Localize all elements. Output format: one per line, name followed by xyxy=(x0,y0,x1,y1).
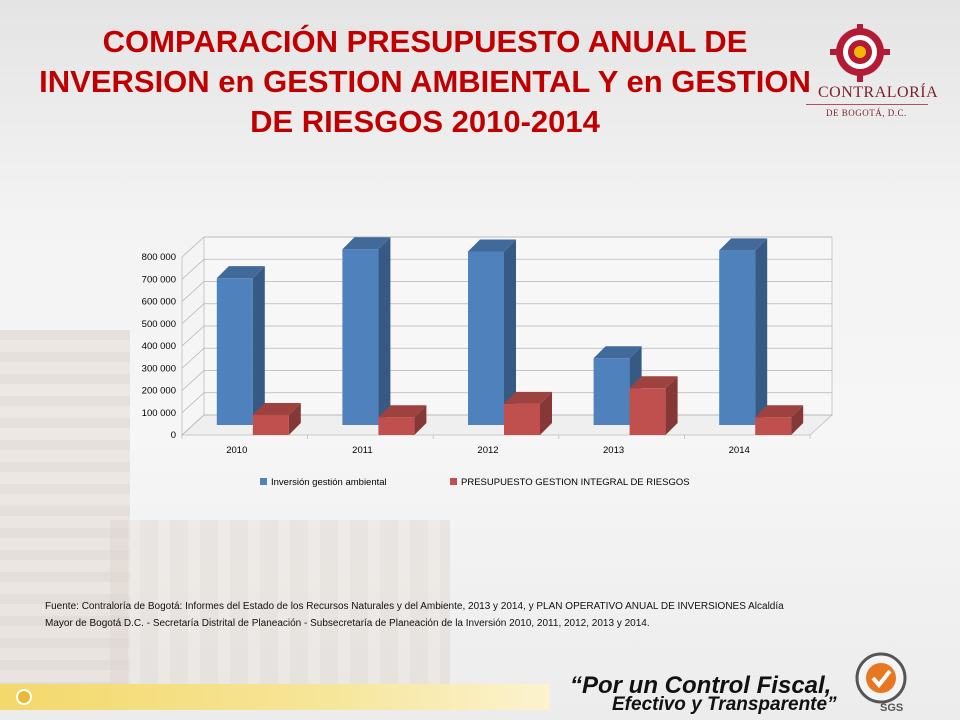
bar-side-face xyxy=(414,405,427,435)
footer-bar xyxy=(0,684,550,710)
bar-ambiental-2013 xyxy=(593,358,630,425)
slogan-line-1: “Por un Control Fiscal, xyxy=(570,672,832,699)
bar-top-face xyxy=(755,405,804,418)
bar-side-face xyxy=(504,239,516,425)
bar-ambiental-2011 xyxy=(342,249,379,425)
logo-divider xyxy=(806,104,928,105)
bar-riesgos-2010 xyxy=(252,414,289,435)
footer-circle-icon xyxy=(16,689,32,705)
bar-ambiental-2012 xyxy=(468,251,504,425)
x-tick-label: 2014 xyxy=(729,445,750,456)
bar-side-face xyxy=(288,402,301,435)
bar-side-face xyxy=(540,391,552,435)
legend-swatch-riesgos xyxy=(450,478,457,485)
bar-side-face xyxy=(791,405,804,435)
bar-side-face xyxy=(665,376,678,435)
y-tick-label: 0 xyxy=(171,430,176,441)
x-tick-label: 2010 xyxy=(226,445,247,456)
bar-side-face xyxy=(378,237,391,425)
x-tick-label: 2011 xyxy=(352,445,372,456)
budget-bar-chart: 0 100 000 200 000 300 000 400 000 500 000 600 … xyxy=(100,225,860,500)
bar-ambiental-2014 xyxy=(719,250,756,425)
bar-top-face xyxy=(216,266,265,279)
slide-title: COMPARACIÓN PRESUPUESTO ANUAL DE INVERSI… xyxy=(20,22,830,142)
x-tick-label: 2013 xyxy=(603,445,624,456)
bar-top-face xyxy=(378,405,427,418)
legend-label-ambiental: Inversión gestión ambiental xyxy=(271,477,387,488)
y-tick-label: 400 000 xyxy=(142,341,176,352)
bar-top-face xyxy=(719,238,768,251)
bar-ambiental-2010 xyxy=(216,278,253,425)
gridline xyxy=(181,281,832,302)
logo-name: CONTRALORÍA xyxy=(818,84,939,101)
y-tick-label: 700 000 xyxy=(142,274,176,285)
contraloria-logo-icon xyxy=(830,24,890,82)
bar-top-face xyxy=(504,391,552,404)
bar-top-face xyxy=(468,239,516,252)
bar-side-face xyxy=(755,238,768,425)
certifier-label: SGS xyxy=(880,702,904,714)
legend-swatch-ambiental xyxy=(260,478,267,485)
bar-riesgos-2011 xyxy=(378,417,415,435)
y-tick-label: 500 000 xyxy=(142,319,176,330)
bar-riesgos-2014 xyxy=(755,417,792,435)
title-line-2: INVERSION en GESTION AMBIENTAL Y en GEST… xyxy=(39,64,811,99)
logo-subtitle: DE BOGOTÁ, D.C. xyxy=(826,108,907,118)
bar-top-face xyxy=(593,346,642,359)
bar-riesgos-2012 xyxy=(504,403,540,435)
slogan-line-2: Efectivo y Transparente” xyxy=(612,694,837,715)
source-note: Fuente: Contraloría de Bogotá: Informes … xyxy=(45,601,784,629)
bar-top-face xyxy=(252,402,301,415)
gridline xyxy=(181,236,832,258)
y-tick-label: 300 000 xyxy=(142,363,176,374)
bar-side-face xyxy=(252,266,265,425)
background-building-bottom xyxy=(110,520,450,690)
bar-riesgos-2013 xyxy=(629,388,666,435)
iso-certification-icon xyxy=(855,652,907,704)
gridline xyxy=(181,325,832,347)
x-tick-label: 2012 xyxy=(477,445,498,456)
background-building-left xyxy=(0,330,130,690)
title-line-3: DE RIESGOS 2010-2014 xyxy=(250,104,600,139)
y-tick-label: 100 000 xyxy=(142,408,176,419)
bar-top-face xyxy=(342,237,391,250)
y-tick-label: 600 000 xyxy=(142,297,176,308)
title-line-1: COMPARACIÓN PRESUPUESTO ANUAL DE xyxy=(102,24,748,59)
y-tick-label: 200 000 xyxy=(142,386,176,397)
gridline xyxy=(181,303,832,325)
legend-label-riesgos: PRESUPUESTO GESTION INTEGRAL DE RIESGOS xyxy=(461,477,690,488)
bar-top-face xyxy=(629,376,678,389)
gridline xyxy=(181,258,832,280)
y-tick-label: 800 000 xyxy=(142,252,176,263)
chart-svg: 0 100 000 200 000 300 000 400 000 500 000 600 … xyxy=(142,236,834,488)
